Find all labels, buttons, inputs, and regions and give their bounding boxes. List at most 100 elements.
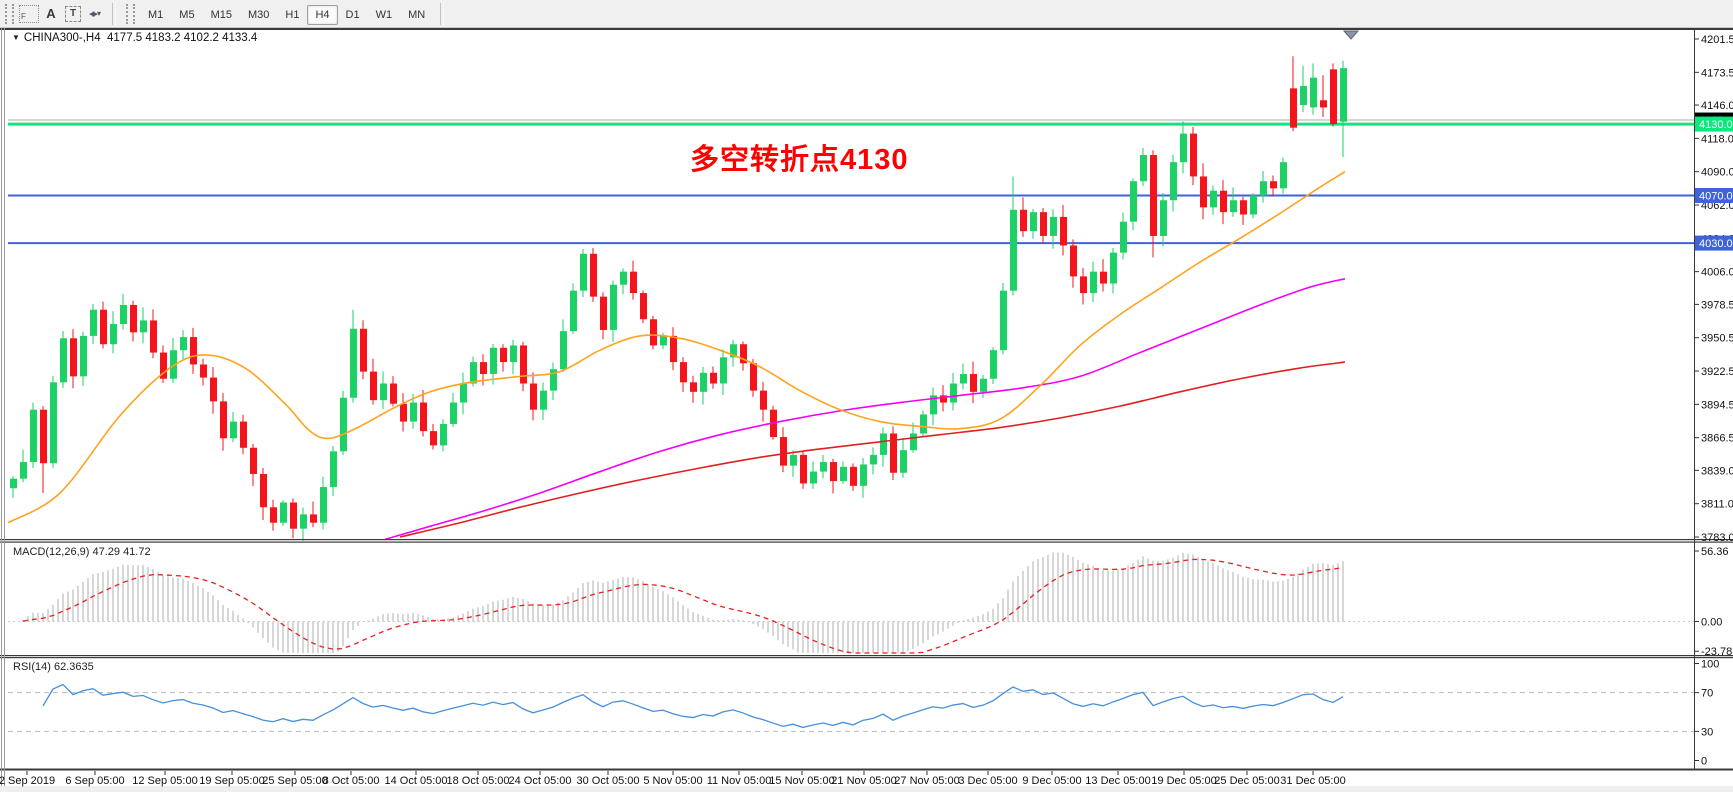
candle-body [520, 345, 527, 384]
candle-body [1090, 271, 1097, 294]
main-macd-divider[interactable] [0, 539, 1733, 541]
candle-body [340, 397, 347, 452]
candle-body [240, 421, 247, 448]
candle-body [140, 320, 147, 333]
date-tick-label: 21 Nov 05:00 [831, 775, 896, 787]
timeframe-button-m1[interactable]: M1 [148, 8, 164, 21]
date-tick-label: 12 Sep 05:00 [132, 775, 197, 787]
price-tick-label: 3894.5 [1701, 399, 1733, 411]
candle-body [960, 373, 967, 384]
date-tick-label: 15 Nov 05:00 [769, 775, 834, 787]
candle-body [130, 304, 137, 333]
macd-rsi-divider[interactable] [0, 655, 1733, 657]
candle-body [1080, 276, 1087, 294]
timeframe-button-m15[interactable]: M15 [210, 8, 232, 21]
text-box-icon[interactable]: T [63, 4, 83, 24]
candle-body [1140, 155, 1147, 182]
timeframe-button-d1[interactable]: D1 [345, 8, 360, 21]
candle-body [710, 372, 717, 384]
candle-body [580, 253, 587, 291]
toolbar-separator [440, 2, 445, 25]
candle-body [640, 293, 647, 320]
candle-body [1100, 271, 1107, 284]
candle-body [280, 502, 287, 523]
candle-body [560, 331, 567, 370]
candle-body [670, 335, 677, 363]
candle-body [40, 409, 47, 464]
arrows-icon[interactable]: ◂▸ ▾ [88, 8, 102, 20]
chart-title: ▼ CHINA300-,H4 4177.5 4183.2 4102.2 4133.… [12, 32, 257, 44]
date-tick-label: 14 Oct 05:00 [385, 775, 448, 787]
rsi-tick-label: 70 [1701, 688, 1713, 700]
candle-body [450, 402, 457, 424]
candle-body [650, 319, 657, 346]
timeframe-buttons: M1 M5 M15 M30 H1 H4 D1 W1 MN [140, 4, 433, 25]
price-tick-label: 3922.5 [1701, 366, 1733, 378]
date-tick-label: 19 Sep 05:00 [199, 775, 264, 787]
candle-body [900, 450, 907, 473]
date-tick-label: 2 Sep 2019 [0, 775, 55, 787]
timeframe-button-h1[interactable]: H1 [285, 8, 300, 21]
candle-body [1190, 133, 1197, 177]
letter-a-icon[interactable]: A [46, 6, 56, 21]
main-macd-divider[interactable] [0, 541, 1733, 543]
price-tick-label: 4201.5 [1701, 34, 1733, 46]
timeframe-button-m5[interactable]: M5 [179, 8, 195, 21]
price-tick-label: 4146.0 [1701, 100, 1733, 112]
candle-body [60, 338, 67, 383]
date-tick-label: 13 Dec 05:00 [1085, 775, 1150, 787]
price-tick-label: 4173.5 [1701, 67, 1733, 79]
candle-body [460, 383, 467, 403]
toolbar-drag-handle[interactable] [5, 3, 14, 24]
date-tick-label: 9 Dec 05:00 [1022, 775, 1081, 787]
timeframe-button-m30[interactable]: M30 [247, 8, 270, 21]
price-flag-label: 4070.0 [1699, 190, 1733, 202]
toolbar-drag-handle[interactable] [126, 3, 135, 24]
candle-body [1250, 195, 1257, 215]
candle-body [850, 466, 857, 486]
chart-shift-marker-icon[interactable] [1342, 30, 1360, 40]
candle-body [420, 402, 427, 432]
price-tick-label: 4006.0 [1701, 267, 1733, 279]
candle-body [1260, 181, 1267, 196]
candle-body [380, 383, 387, 401]
grid-f-icon[interactable]: F [19, 4, 39, 24]
rsi-value: 62.3635 [53, 661, 94, 673]
candle-body [590, 253, 597, 297]
candle-body [1120, 221, 1127, 253]
timeframe-button-h4[interactable]: H4 [307, 4, 338, 25]
price-flag [1695, 116, 1733, 132]
candle-body [600, 296, 607, 330]
candle-body [1170, 162, 1177, 201]
candle-body [370, 371, 377, 401]
candle-body [1210, 190, 1217, 208]
candle-body [790, 454, 797, 466]
timeframe-button-mn[interactable]: MN [408, 8, 426, 21]
macd-rsi-divider[interactable] [0, 657, 1733, 659]
candle-body [250, 447, 257, 474]
candle-body [360, 328, 367, 372]
candle-body [10, 478, 17, 489]
candle-body [180, 337, 187, 351]
price-tick-label: 3839.0 [1701, 465, 1733, 477]
candle-body [1340, 68, 1347, 122]
chart-menu-triangle-icon[interactable]: ▼ [12, 33, 20, 42]
rsi-tick-label: 30 [1701, 726, 1713, 738]
timeframe-button-w1[interactable]: W1 [375, 8, 393, 21]
candle-body [940, 395, 947, 403]
candle-body [440, 423, 447, 446]
candle-body [330, 451, 337, 488]
candle-body [1150, 155, 1157, 236]
date-tick-label: 30 Oct 05:00 [577, 775, 640, 787]
date-tick-label: 5 Nov 05:00 [643, 775, 702, 787]
date-tick-label: 3 Dec 05:00 [958, 775, 1017, 787]
annotation-text: 多空转折点4130 [690, 144, 909, 176]
candle-body [100, 309, 107, 345]
candle-body [1220, 190, 1227, 213]
price-tick-label: 3783.0 [1701, 532, 1733, 544]
candle-body [860, 464, 867, 486]
candle-body [320, 487, 327, 523]
candle-body [950, 383, 957, 403]
